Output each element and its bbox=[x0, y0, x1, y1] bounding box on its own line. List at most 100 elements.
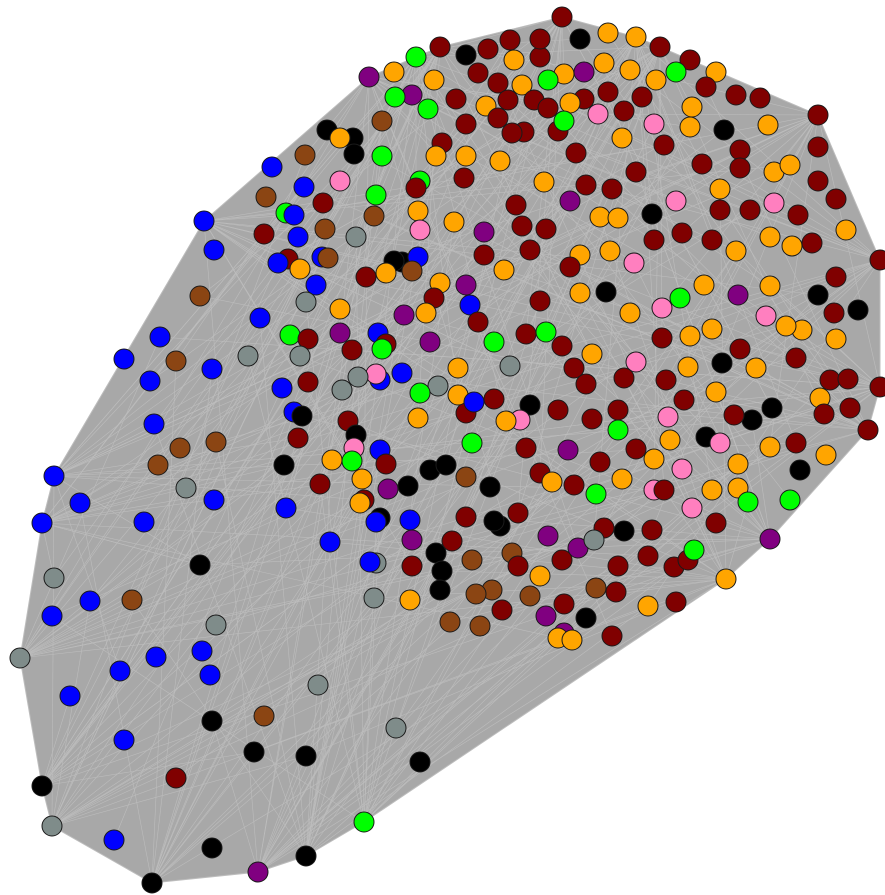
graph-node-blue bbox=[271, 377, 293, 399]
graph-node-black bbox=[479, 476, 501, 498]
graph-edge bbox=[347, 420, 727, 580]
graph-node-orange bbox=[329, 298, 351, 320]
graph-node-maroon bbox=[312, 192, 334, 214]
graph-edge bbox=[151, 398, 495, 884]
graph-edge bbox=[735, 250, 881, 388]
graph-edge bbox=[651, 213, 771, 540]
graph-edge bbox=[521, 84, 869, 431]
graph-node-maroon bbox=[785, 347, 807, 369]
graph-node-maroon bbox=[597, 81, 619, 103]
graph-node-maroon bbox=[729, 157, 751, 179]
graph-node-orange bbox=[495, 410, 517, 432]
graph-node-black bbox=[519, 394, 541, 416]
graph-edge bbox=[53, 220, 205, 477]
graph-node-maroon bbox=[535, 218, 557, 240]
graph-node-brown bbox=[294, 144, 316, 166]
graph-node-green bbox=[779, 489, 801, 511]
graph-node-pink bbox=[625, 351, 647, 373]
graph-edge bbox=[597, 113, 819, 116]
graph-edge bbox=[19, 599, 133, 659]
graph-node-maroon bbox=[551, 6, 573, 28]
graph-node-pink bbox=[409, 219, 431, 241]
graph-node-orange bbox=[611, 468, 633, 490]
graph-node-maroon bbox=[655, 369, 677, 391]
graph-node-blue bbox=[201, 358, 223, 380]
graph-node-pink bbox=[665, 190, 687, 212]
graph-edge bbox=[151, 552, 513, 884]
graph-node-maroon bbox=[529, 28, 551, 50]
graph-node-pink bbox=[671, 458, 693, 480]
graph-node-green bbox=[353, 811, 375, 833]
graph-node-maroon bbox=[739, 199, 761, 221]
graph-node-black bbox=[761, 397, 783, 419]
graph-node-maroon bbox=[607, 399, 629, 421]
graph-node-green bbox=[483, 331, 505, 353]
graph-node-green bbox=[669, 287, 691, 309]
graph-node-orange bbox=[745, 357, 767, 379]
graph-edge bbox=[257, 71, 717, 873]
graph-node-black bbox=[31, 775, 53, 797]
graph-edge bbox=[51, 600, 91, 827]
graph-edge bbox=[725, 501, 749, 580]
graph-node-orange bbox=[727, 453, 749, 475]
graph-node-blue bbox=[293, 176, 315, 198]
graph-node-maroon bbox=[807, 104, 829, 126]
graph-node-maroon bbox=[823, 302, 845, 324]
graph-node-black bbox=[595, 281, 617, 303]
graph-node-green bbox=[535, 321, 557, 343]
graph-edge bbox=[257, 755, 307, 873]
graph-edge bbox=[19, 529, 653, 659]
graph-edge bbox=[51, 589, 441, 827]
graph-node-maroon bbox=[297, 328, 319, 350]
graph-node-black bbox=[569, 28, 591, 50]
graph-node-gray bbox=[307, 674, 329, 696]
graph-edge bbox=[203, 220, 427, 314]
graph-node-black bbox=[711, 352, 733, 374]
graph-node-pink bbox=[681, 497, 703, 519]
graph-node-orange bbox=[709, 178, 731, 200]
graph-node-black bbox=[397, 475, 419, 497]
graph-node-gray bbox=[175, 477, 197, 499]
graph-edge bbox=[19, 336, 161, 659]
graph-node-maroon bbox=[575, 373, 597, 395]
graph-edge bbox=[441, 570, 727, 580]
graph-node-blue bbox=[145, 646, 167, 668]
graph-node-maroon bbox=[341, 339, 363, 361]
graph-node-maroon bbox=[405, 177, 427, 199]
graph-node-brown bbox=[147, 454, 169, 476]
graph-node-maroon bbox=[445, 88, 467, 110]
graph-edge bbox=[175, 259, 881, 779]
graph-node-purple bbox=[419, 331, 441, 353]
graph-node-maroon bbox=[607, 555, 629, 577]
graph-node-gray bbox=[237, 345, 259, 367]
graph-node-maroon bbox=[563, 357, 585, 379]
graph-edge bbox=[203, 220, 521, 421]
graph-node-orange bbox=[619, 59, 641, 81]
graph-node-orange bbox=[625, 26, 647, 48]
graph-node-maroon bbox=[515, 323, 537, 345]
graph-node-maroon bbox=[643, 229, 665, 251]
graph-node-blue bbox=[391, 362, 413, 384]
graph-node-orange bbox=[815, 444, 837, 466]
graph-node-purple bbox=[573, 61, 595, 83]
graph-edge bbox=[257, 489, 713, 873]
graph-node-maroon bbox=[679, 49, 701, 71]
graph-edge bbox=[151, 308, 341, 884]
graph-node-purple bbox=[559, 190, 581, 212]
graph-edge bbox=[215, 441, 307, 857]
graph-edge bbox=[51, 475, 55, 827]
graph-node-black bbox=[201, 710, 223, 732]
graph-node-maroon bbox=[637, 545, 659, 567]
graph-node-orange bbox=[443, 211, 465, 233]
graph-node-black bbox=[455, 44, 477, 66]
graph-edge bbox=[41, 71, 585, 787]
graph-node-maroon bbox=[825, 266, 847, 288]
graph-node-orange bbox=[701, 318, 723, 340]
graph-node-brown bbox=[165, 350, 187, 372]
graph-edge bbox=[51, 565, 619, 827]
graph-node-maroon bbox=[529, 46, 551, 68]
graph-node-orange bbox=[581, 343, 603, 365]
graph-node-brown bbox=[121, 589, 143, 611]
graph-edge bbox=[79, 502, 153, 884]
